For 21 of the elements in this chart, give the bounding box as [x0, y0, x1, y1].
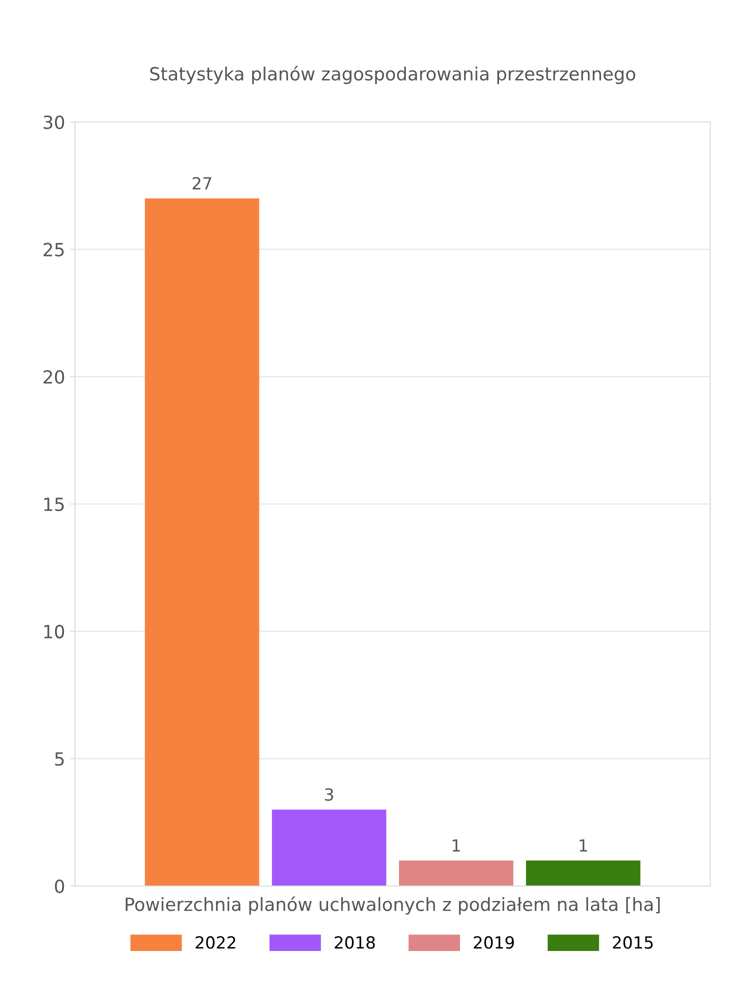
bar: [272, 810, 386, 886]
bar: [526, 860, 640, 886]
bar: [144, 198, 260, 886]
y-tick-label: 10: [44, 624, 64, 638]
y-tick-label: 15: [44, 498, 64, 512]
data-label: 1: [452, 839, 460, 852]
legend-label: 2019: [474, 936, 514, 949]
x-axis-title: Powierzchnia planów uchwalonych z podziałem na lata [ha]: [126, 896, 660, 915]
y-tick-label: 30: [44, 115, 64, 130]
data-label: 1: [580, 839, 587, 852]
y-tick-label: 25: [44, 242, 64, 256]
data-label: 27: [192, 177, 212, 190]
y-tick-label: 20: [44, 370, 64, 384]
legend-label: 2022: [196, 936, 236, 949]
chart-title: Statystyka planów zagospodarowania przestrzennego: [150, 66, 636, 84]
bar: [398, 860, 514, 886]
data-label: 3: [325, 788, 334, 801]
legend-label: 2015: [612, 936, 653, 949]
y-tick-label: 0: [54, 879, 64, 894]
y-tick-label: 5: [55, 752, 64, 766]
legend-label: 2018: [334, 936, 375, 949]
